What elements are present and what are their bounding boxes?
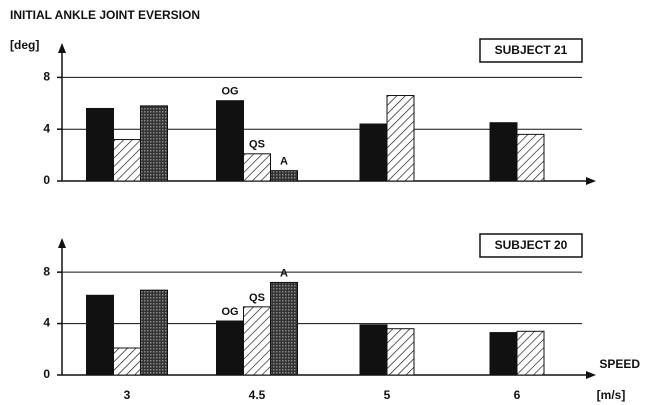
- bar: [270, 170, 298, 182]
- bar: [86, 294, 114, 376]
- bar-annotation: OG: [221, 86, 238, 98]
- bar: [216, 320, 244, 376]
- bar-annotation: QS: [249, 139, 265, 151]
- x-axis-arrow: [586, 371, 596, 379]
- bar: [516, 133, 545, 182]
- x-tick-label: 6: [514, 388, 521, 402]
- y-axis-arrow: [58, 43, 66, 53]
- y-tick-label: 4: [43, 121, 50, 135]
- bar: [359, 324, 388, 376]
- subtitle-box: [479, 233, 583, 258]
- bar: [243, 153, 271, 182]
- bar: [386, 328, 415, 376]
- y-tick-label: 4: [43, 316, 50, 330]
- y-axis-arrow: [58, 238, 66, 248]
- bar: [113, 139, 141, 182]
- bar: [140, 289, 168, 376]
- bar: [386, 95, 415, 182]
- subtitle: SUBJECT 20: [495, 238, 568, 252]
- bar: [489, 332, 518, 376]
- bar-annotation: A: [280, 156, 288, 168]
- bar: [216, 100, 244, 182]
- chart-title: INITIAL ANKLE JOINT EVERSION: [10, 8, 200, 22]
- bar: [243, 306, 271, 376]
- x-axis-unit: [m/s]: [597, 388, 626, 402]
- x-axis-arrow: [586, 177, 596, 185]
- x-tick-label: 4.5: [249, 388, 266, 402]
- bar-annotation: QS: [249, 292, 265, 304]
- y-tick-label: 0: [43, 173, 50, 187]
- bar: [113, 347, 141, 376]
- bar: [516, 330, 545, 376]
- bar-annotation: A: [280, 267, 288, 279]
- bar: [86, 107, 114, 182]
- x-tick-label: 3: [124, 388, 131, 402]
- y-tick-label: 8: [43, 70, 50, 84]
- bar: [359, 123, 388, 182]
- y-axis-label: [deg]: [10, 38, 39, 52]
- y-tick-label: 0: [43, 367, 50, 381]
- subtitle: SUBJECT 21: [495, 43, 568, 57]
- bar: [489, 122, 518, 182]
- y-tick-label: 8: [43, 264, 50, 278]
- bar: [140, 105, 168, 182]
- x-tick-label: 5: [384, 388, 391, 402]
- bar: [270, 281, 298, 376]
- subtitle-box: [479, 38, 583, 63]
- x-axis-label: SPEED: [599, 357, 640, 371]
- bar-annotation: OG: [221, 306, 238, 318]
